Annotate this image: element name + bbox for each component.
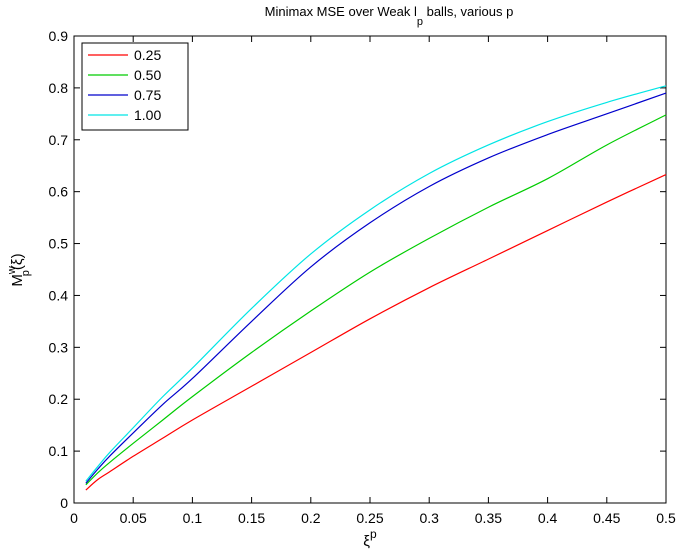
chart-title-subscript: p <box>417 16 423 28</box>
chart-title: Minimax MSE over Weak lp balls, various … <box>265 4 514 28</box>
x-axis-label-base: ξ <box>363 533 370 550</box>
y-tick-label: 0.4 <box>49 287 69 303</box>
legend-entry-label: 1.00 <box>134 107 161 123</box>
legend-entry-label: 0.75 <box>134 87 161 103</box>
y-tick-label: 0 <box>60 495 68 511</box>
y-tick-label: 0.9 <box>49 28 69 44</box>
series-line-0-75 <box>85 92 667 484</box>
x-tick-label: 0.35 <box>475 510 502 526</box>
chart-title-rest: balls, various p <box>423 4 513 19</box>
y-tick-label: 0.1 <box>49 443 69 459</box>
x-axis-label: ξp <box>363 527 377 550</box>
x-tick-label: 0.05 <box>120 510 147 526</box>
legend-entry-label: 0.50 <box>134 67 161 83</box>
y-tick-label: 0.7 <box>49 132 69 148</box>
y-tick-label: 0.5 <box>49 236 69 252</box>
series-line-1-00 <box>85 85 667 482</box>
x-tick-label: 0.45 <box>593 510 620 526</box>
y-axis-label-rest: (ξ) <box>9 253 26 270</box>
x-tick-label: 0.3 <box>419 510 439 526</box>
chart-title-main: Minimax MSE over Weak l <box>265 4 417 19</box>
y-tick-label: 0.3 <box>49 339 69 355</box>
y-tick-label: 0.8 <box>49 80 69 96</box>
legend: 0.25 0.50 0.75 1.00 <box>81 42 189 131</box>
series-line-0-50 <box>85 114 667 486</box>
x-tick-label: 0.5 <box>656 510 676 526</box>
x-tick-label: 0.4 <box>538 510 558 526</box>
x-tick-label: 0.2 <box>301 510 321 526</box>
x-axis-label-sup: p <box>370 527 377 541</box>
series-line-0-25 <box>85 173 667 491</box>
y-axis-label-base: M <box>9 274 26 287</box>
y-axis-label-sup: w <box>6 266 18 275</box>
x-tick-label: 0.15 <box>238 510 265 526</box>
y-tick-label: 0.2 <box>49 391 69 407</box>
legend-entry-label: 0.25 <box>134 47 161 63</box>
x-tick-label: 0.25 <box>356 510 383 526</box>
y-tick-label: 0.6 <box>49 184 69 200</box>
x-tick-label: 0.1 <box>183 510 203 526</box>
x-tick-label: 0 <box>70 510 78 526</box>
y-axis-label: Mw p(ξ) <box>6 253 32 286</box>
y-axis-label-sub: p <box>20 270 32 276</box>
axis-ticks: 0 0.05 0.1 0.15 0.2 0.25 0.3 0.35 0.4 0.45 0.500.1… <box>49 28 676 526</box>
data-series <box>85 85 667 491</box>
